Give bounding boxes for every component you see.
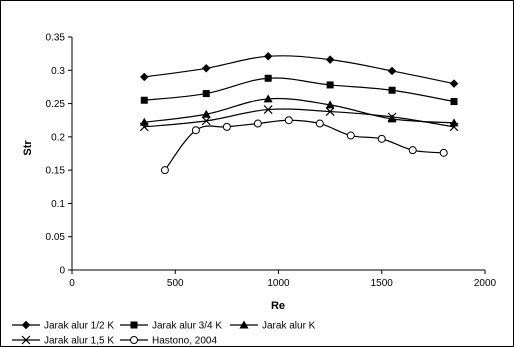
- y-tick-label: 0.1: [51, 199, 65, 210]
- data-point: [325, 107, 335, 116]
- data-point: [284, 116, 293, 125]
- data-point: [263, 94, 273, 103]
- data-point: [160, 166, 169, 175]
- legend-label: Hastono, 2004: [152, 336, 217, 347]
- data-point: [140, 96, 148, 104]
- data-point: [191, 126, 200, 135]
- y-tick-label: 0: [59, 266, 65, 277]
- y-tick-label: 0.3: [51, 66, 65, 77]
- legend-item: Jarak alur 1/2 K: [12, 321, 114, 332]
- data-point: [263, 51, 273, 61]
- series-line: [144, 97, 455, 124]
- y-axis-title: Str: [22, 140, 34, 156]
- data-point: [201, 63, 211, 73]
- data-point: [315, 119, 324, 128]
- legend-item: Hastono, 2004: [120, 336, 217, 347]
- data-point: [450, 98, 458, 106]
- legend-item: Jarak alur 3/4 K: [120, 321, 222, 332]
- x-tick-label: 1000: [267, 278, 290, 289]
- data-point: [387, 66, 397, 76]
- data-point: [449, 122, 459, 132]
- series-line: [164, 119, 444, 171]
- data-point: [449, 79, 459, 88]
- series-layer: [139, 51, 459, 175]
- legend-marker: [21, 335, 31, 345]
- data-point: [325, 100, 335, 109]
- legend: Jarak alur 1/2 K Jarak alur 3/4 K Jarak al…: [12, 320, 316, 347]
- legend-label: Jarak alur K: [262, 321, 316, 332]
- y-tick-label: 0.35: [46, 33, 66, 44]
- data-point: [377, 134, 386, 143]
- legend-label: Jarak alur 1/2 K: [44, 321, 114, 332]
- series-line: [144, 77, 455, 103]
- series-3: [139, 105, 459, 132]
- data-point: [139, 117, 149, 126]
- series-1: [140, 74, 458, 106]
- axes: 0 0.05 0.1 0.15 0.2 0.25 0.3 0.35 0 500 1000 1500 20…: [46, 33, 497, 290]
- legend-label: Jarak alur 3/4 K: [152, 321, 222, 332]
- data-point: [139, 122, 149, 132]
- data-point: [264, 74, 272, 82]
- legend-marker: [239, 320, 249, 329]
- y-tick-label: 0.15: [46, 166, 66, 177]
- y-tick-label: 0.2: [51, 132, 65, 143]
- data-point: [326, 81, 334, 89]
- legend-marker: [130, 321, 138, 329]
- data-point: [408, 146, 417, 155]
- y-tick-label: 0.25: [46, 99, 66, 110]
- data-point: [202, 90, 210, 98]
- series-4: [160, 116, 448, 175]
- x-tick-label: 2000: [474, 278, 497, 289]
- data-point: [346, 131, 355, 140]
- series-0: [139, 51, 459, 88]
- data-point: [325, 55, 335, 64]
- x-tick-label: 500: [167, 278, 184, 289]
- x-tick-label: 1500: [371, 278, 394, 289]
- y-tick-label: 0.05: [46, 232, 66, 243]
- legend-item: Jarak alur 1,5 K: [12, 336, 114, 347]
- x-tick-label: 0: [69, 278, 75, 289]
- data-point: [201, 109, 211, 118]
- series-line: [144, 55, 455, 85]
- x-axis-title: Re: [271, 300, 285, 312]
- legend-label: Jarak alur 1,5 K: [44, 336, 114, 347]
- data-point: [439, 148, 448, 157]
- data-point: [222, 122, 231, 131]
- data-point: [201, 116, 211, 126]
- legend-marker: [130, 336, 138, 344]
- legend-marker: [21, 320, 31, 330]
- data-point: [388, 86, 396, 94]
- legend-item: Jarak alur K: [230, 320, 316, 332]
- data-point: [387, 114, 397, 123]
- data-point: [263, 105, 273, 114]
- data-point: [253, 119, 262, 128]
- data-point: [139, 72, 149, 82]
- series-line: [144, 108, 455, 128]
- data-point: [387, 112, 397, 122]
